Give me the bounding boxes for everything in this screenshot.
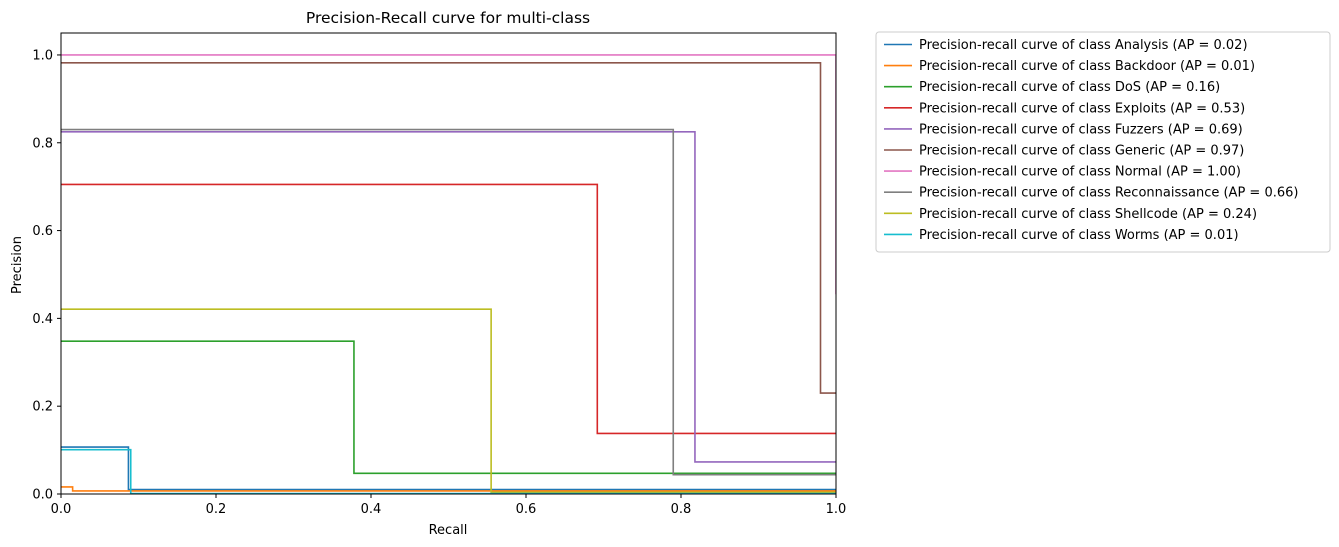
y-tick-label: 0.6: [32, 224, 53, 239]
legend-entry-10: Precision-recall curve of class Worms (A…: [919, 228, 1239, 243]
axes: 0.0 0.2 0.4 0.6 0.8 1.0 0.0 0.2 0.4 0.6 0.8 1.0: [32, 32, 847, 517]
y-tick-label: 1.0: [32, 48, 53, 63]
x-tick-label: 0.8: [671, 502, 692, 517]
series-line-3: [61, 340, 836, 475]
x-tick-label: 0.4: [361, 502, 382, 517]
y-axis-label: Precision: [10, 236, 25, 294]
x-axis-label: Recall: [429, 523, 468, 538]
y-tick-label: 0.0: [32, 488, 53, 503]
plot-area: [61, 54, 836, 494]
series-line-6: [61, 62, 836, 394]
series-line-7: [61, 54, 836, 295]
series-line-4: [61, 183, 836, 435]
legend-entry-9: Precision-recall curve of class Shellcod…: [919, 207, 1257, 222]
y-tick-label: 0.8: [32, 136, 53, 151]
chart-title: Precision-Recall curve for multi-class: [306, 9, 590, 27]
x-tick-label: 0.6: [516, 502, 537, 517]
legend-entry-2: Precision-recall curve of class Backdoor…: [919, 59, 1255, 74]
legend-entry-6: Precision-recall curve of class Generic …: [919, 144, 1244, 159]
legend-entry-8: Precision-recall curve of class Reconnai…: [919, 186, 1298, 201]
legend-entry-5: Precision-recall curve of class Fuzzers …: [919, 122, 1243, 137]
series-line-2: [61, 486, 836, 492]
series-line-5: [61, 130, 836, 463]
series-line-9: [61, 308, 836, 494]
legend: Precision-recall curve of class Analysis…: [875, 31, 1331, 253]
x-tick-label: 0.0: [51, 502, 72, 517]
legend-box: [875, 31, 1331, 253]
series-line-10: [61, 448, 836, 494]
legend-entry-1: Precision-recall curve of class Analysis…: [919, 38, 1248, 53]
y-tick-label: 0.2: [32, 400, 53, 415]
legend-entry-4: Precision-recall curve of class Exploits…: [919, 101, 1245, 116]
series-line-1: [61, 446, 836, 491]
x-tick-label: 1.0: [826, 502, 847, 517]
x-tick-label: 0.2: [206, 502, 227, 517]
plot-frame: [60, 32, 837, 495]
legend-entry-7: Precision-recall curve of class Normal (…: [919, 165, 1241, 180]
legend-entry-3: Precision-recall curve of class DoS (AP …: [919, 80, 1220, 95]
series-line-8: [61, 128, 836, 476]
y-tick-label: 0.4: [32, 312, 53, 327]
